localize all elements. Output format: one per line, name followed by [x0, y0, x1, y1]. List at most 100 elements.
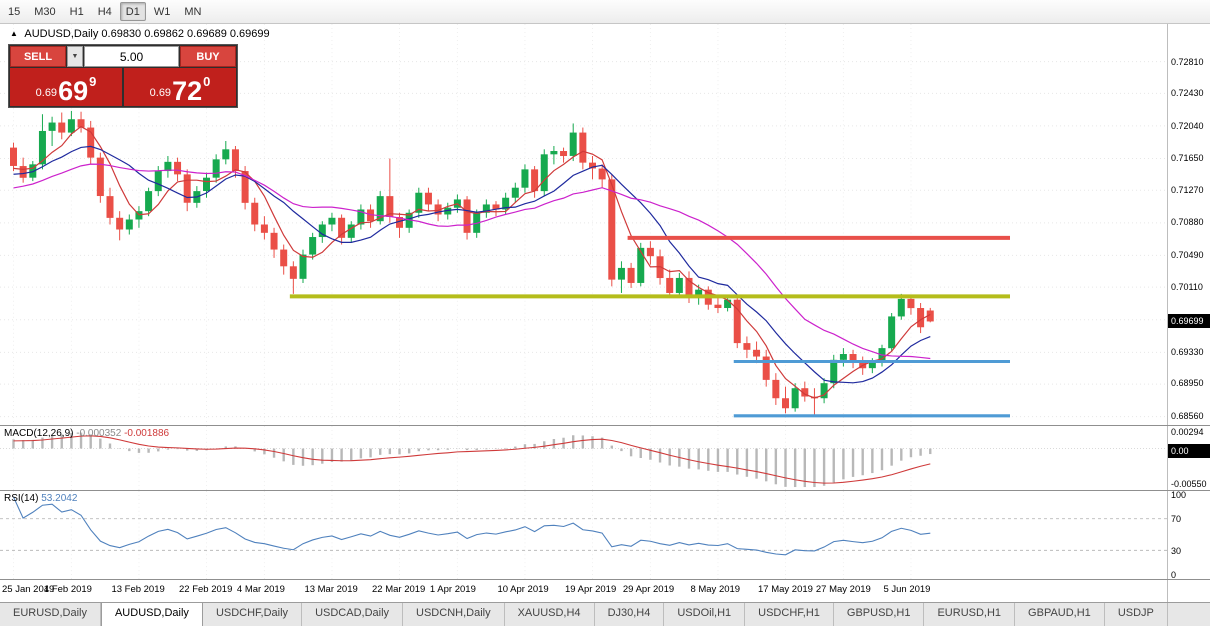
price-axis-label: 0.68560	[1171, 410, 1204, 421]
macd-value-main: -0.000352	[76, 428, 122, 439]
macd-panel: MACD(12,26,9) -0.000352 -0.001886 0.0029…	[0, 425, 1210, 490]
date-axis[interactable]: 25 Jan 2019 4 Feb 2019 13 Feb 2019 22 Feb 2…	[0, 580, 1167, 602]
rsi-panel: RSI(14) 53.2042 100 70 30 0	[0, 490, 1210, 580]
timeframe-button-h1[interactable]: H1	[64, 2, 90, 21]
volume-input[interactable]	[84, 46, 179, 67]
price-axis-label: 0.70880	[1171, 217, 1204, 228]
chart-tab-usdchf-daily[interactable]: USDCHF,Daily	[203, 603, 303, 626]
rsi-chart[interactable]	[0, 491, 1167, 579]
macd-axis-bottom-label: -0.00550	[1171, 479, 1207, 489]
buy-button[interactable]: BUY	[180, 46, 236, 67]
trade-controls-row: SELL ▼ BUY	[10, 46, 236, 67]
macd-axis-top-label: 0.00294	[1171, 427, 1204, 437]
sell-price-big: 69	[58, 75, 89, 106]
date-axis-label: 8 May 2019	[690, 584, 741, 595]
date-axis-label: 13 Feb 2019	[111, 584, 165, 595]
price-axis-label: 0.71270	[1171, 184, 1204, 195]
buy-price-big: 72	[172, 75, 203, 106]
main-price-axis[interactable]: 0.69699 0.72810 0.72430 0.72040 0.71650 0.71…	[1167, 24, 1210, 425]
timeframe-toolbar: 15 M30 H1 H4 D1 W1 MN	[0, 0, 1210, 24]
buy-price-tile[interactable]: 0.69 72 0	[124, 68, 236, 106]
chart-ohlc-label: 0.69830 0.69862 0.69689 0.69699	[101, 28, 270, 40]
main-plot[interactable]: ▲ AUDUSD,Daily 0.69830 0.69862 0.69689 0…	[0, 24, 1167, 425]
rsi-axis-label: 70	[1171, 514, 1182, 524]
macd-plot-area[interactable]: MACD(12,26,9) -0.000352 -0.001886	[0, 426, 1167, 490]
candlestick-chart[interactable]	[0, 24, 1167, 425]
chart-tab-usdoil-h1[interactable]: USDOil,H1	[664, 603, 746, 626]
macd-axis[interactable]: 0.00294 0.00 -0.00550	[1167, 426, 1210, 490]
sell-button[interactable]: SELL	[10, 46, 66, 67]
price-axis-label: 0.71650	[1171, 153, 1204, 164]
timeframe-button-h4[interactable]: H4	[92, 2, 118, 21]
buy-price-prefix: 0.69	[149, 87, 172, 99]
rsi-axis[interactable]: 100 70 30 0	[1167, 490, 1210, 580]
price-axis-label: 0.70490	[1171, 249, 1204, 260]
date-axis-label: 4 Mar 2019	[236, 584, 285, 595]
timeframe-button-w1[interactable]: W1	[148, 2, 177, 21]
macd-label: MACD(12,26,9) -0.000352 -0.001886	[4, 428, 169, 439]
date-axis-row: 25 Jan 2019 4 Feb 2019 13 Feb 2019 22 Feb 2…	[0, 579, 1210, 602]
chart-tab-usdcad-daily[interactable]: USDCAD,Daily	[302, 603, 404, 626]
chart-tab-usdchf-h1[interactable]: USDCHF,H1	[745, 603, 834, 626]
chart-tab-gbpaud-h1[interactable]: GBPAUD,H1	[1015, 603, 1105, 626]
price-axis-label: 0.72810	[1171, 56, 1204, 67]
timeframe-button-m30[interactable]: M30	[28, 2, 61, 21]
chart-tab-eurusd-h1[interactable]: EURUSD,H1	[924, 603, 1016, 626]
timeframe-button-mn[interactable]: MN	[178, 2, 207, 21]
chart-tabbar: EURUSD,Daily AUDUSD,Daily USDCHF,Daily USDC…	[0, 602, 1210, 626]
axis-corner	[1167, 580, 1210, 602]
sell-price-pip: 9	[89, 74, 97, 89]
volume-dropdown-button[interactable]: ▼	[67, 46, 83, 67]
main-chart-panel: ▲ AUDUSD,Daily 0.69830 0.69862 0.69689 0…	[0, 24, 1210, 425]
sell-price-prefix: 0.69	[35, 87, 58, 99]
date-axis-label: 10 Apr 2019	[497, 584, 549, 595]
macd-chart[interactable]	[0, 426, 1167, 490]
date-axis-label: 17 May 2019	[758, 584, 813, 595]
chart-tab-xauusd-h4[interactable]: XAUUSD,H4	[505, 603, 595, 626]
date-axis-label: 22 Mar 2019	[372, 584, 426, 595]
rsi-axis-label: 30	[1171, 546, 1182, 556]
date-axis-label: 25 Jan 2019	[2, 584, 55, 595]
date-axis-label: 22 Feb 2019	[179, 584, 233, 595]
rsi-label: RSI(14) 53.2042	[4, 493, 77, 504]
sell-price-tile[interactable]: 0.69 69 9	[10, 68, 122, 106]
timeframe-button-15[interactable]: 15	[2, 2, 26, 21]
chart-title: ▲ AUDUSD,Daily 0.69830 0.69862 0.69689 0…	[10, 28, 270, 40]
price-axis-label: 0.68950	[1171, 378, 1204, 389]
timeframe-button-d1[interactable]: D1	[119, 2, 146, 21]
rsi-axis-label: 100	[1171, 490, 1187, 500]
chart-tab-dj30-h4[interactable]: DJ30,H4	[595, 603, 665, 626]
macd-value-signal: -0.001886	[124, 428, 170, 439]
buy-price-pip: 0	[203, 74, 211, 89]
date-axis-label: 13 Mar 2019	[304, 584, 358, 595]
rsi-name: RSI(14)	[4, 493, 39, 504]
date-axis-label: 29 Apr 2019	[622, 584, 675, 595]
date-axis-label: 27 May 2019	[815, 584, 871, 595]
trade-prices-row: 0.69 69 9 0.69 72 0	[10, 68, 236, 106]
date-axis-label: 4 Feb 2019	[43, 584, 92, 595]
price-axis-label: 0.72040	[1171, 120, 1204, 131]
chart-symbol-label: AUDUSD,Daily	[24, 28, 99, 40]
price-axis-label: 0.72430	[1171, 88, 1204, 99]
rsi-axis-label: 0	[1171, 570, 1177, 580]
chart-tab-eurusd-daily[interactable]: EURUSD,Daily	[0, 603, 101, 626]
date-axis-label: 19 Apr 2019	[565, 584, 617, 595]
chart-region: ▲ AUDUSD,Daily 0.69830 0.69862 0.69689 0…	[0, 24, 1210, 602]
chart-tab-usdjp[interactable]: USDJP	[1105, 603, 1168, 626]
date-axis-label: 5 Jun 2019	[883, 584, 931, 595]
one-click-trading-panel: SELL ▼ BUY 0.69 69 9	[8, 44, 238, 108]
chart-tab-audusd-daily[interactable]: AUDUSD,Daily	[100, 603, 203, 626]
chart-tab-usdcnh-daily[interactable]: USDCNH,Daily	[403, 603, 505, 626]
chart-tab-gbpusd-h1[interactable]: GBPUSD,H1	[834, 603, 925, 626]
price-axis-label: 0.70110	[1171, 281, 1203, 292]
macd-name: MACD(12,26,9)	[4, 428, 74, 439]
date-axis-label: 1 Apr 2019	[429, 584, 476, 595]
current-price-box: 0.69699	[1168, 313, 1210, 328]
price-axis-label: 0.69330	[1171, 346, 1204, 357]
rsi-value: 53.2042	[41, 493, 78, 504]
macd-current-box: 0.00	[1168, 444, 1210, 459]
rsi-plot-area[interactable]: RSI(14) 53.2042	[0, 491, 1167, 579]
chevron-down-icon: ▼	[71, 53, 79, 60]
collapse-one-click-icon[interactable]: ▲	[10, 29, 18, 38]
